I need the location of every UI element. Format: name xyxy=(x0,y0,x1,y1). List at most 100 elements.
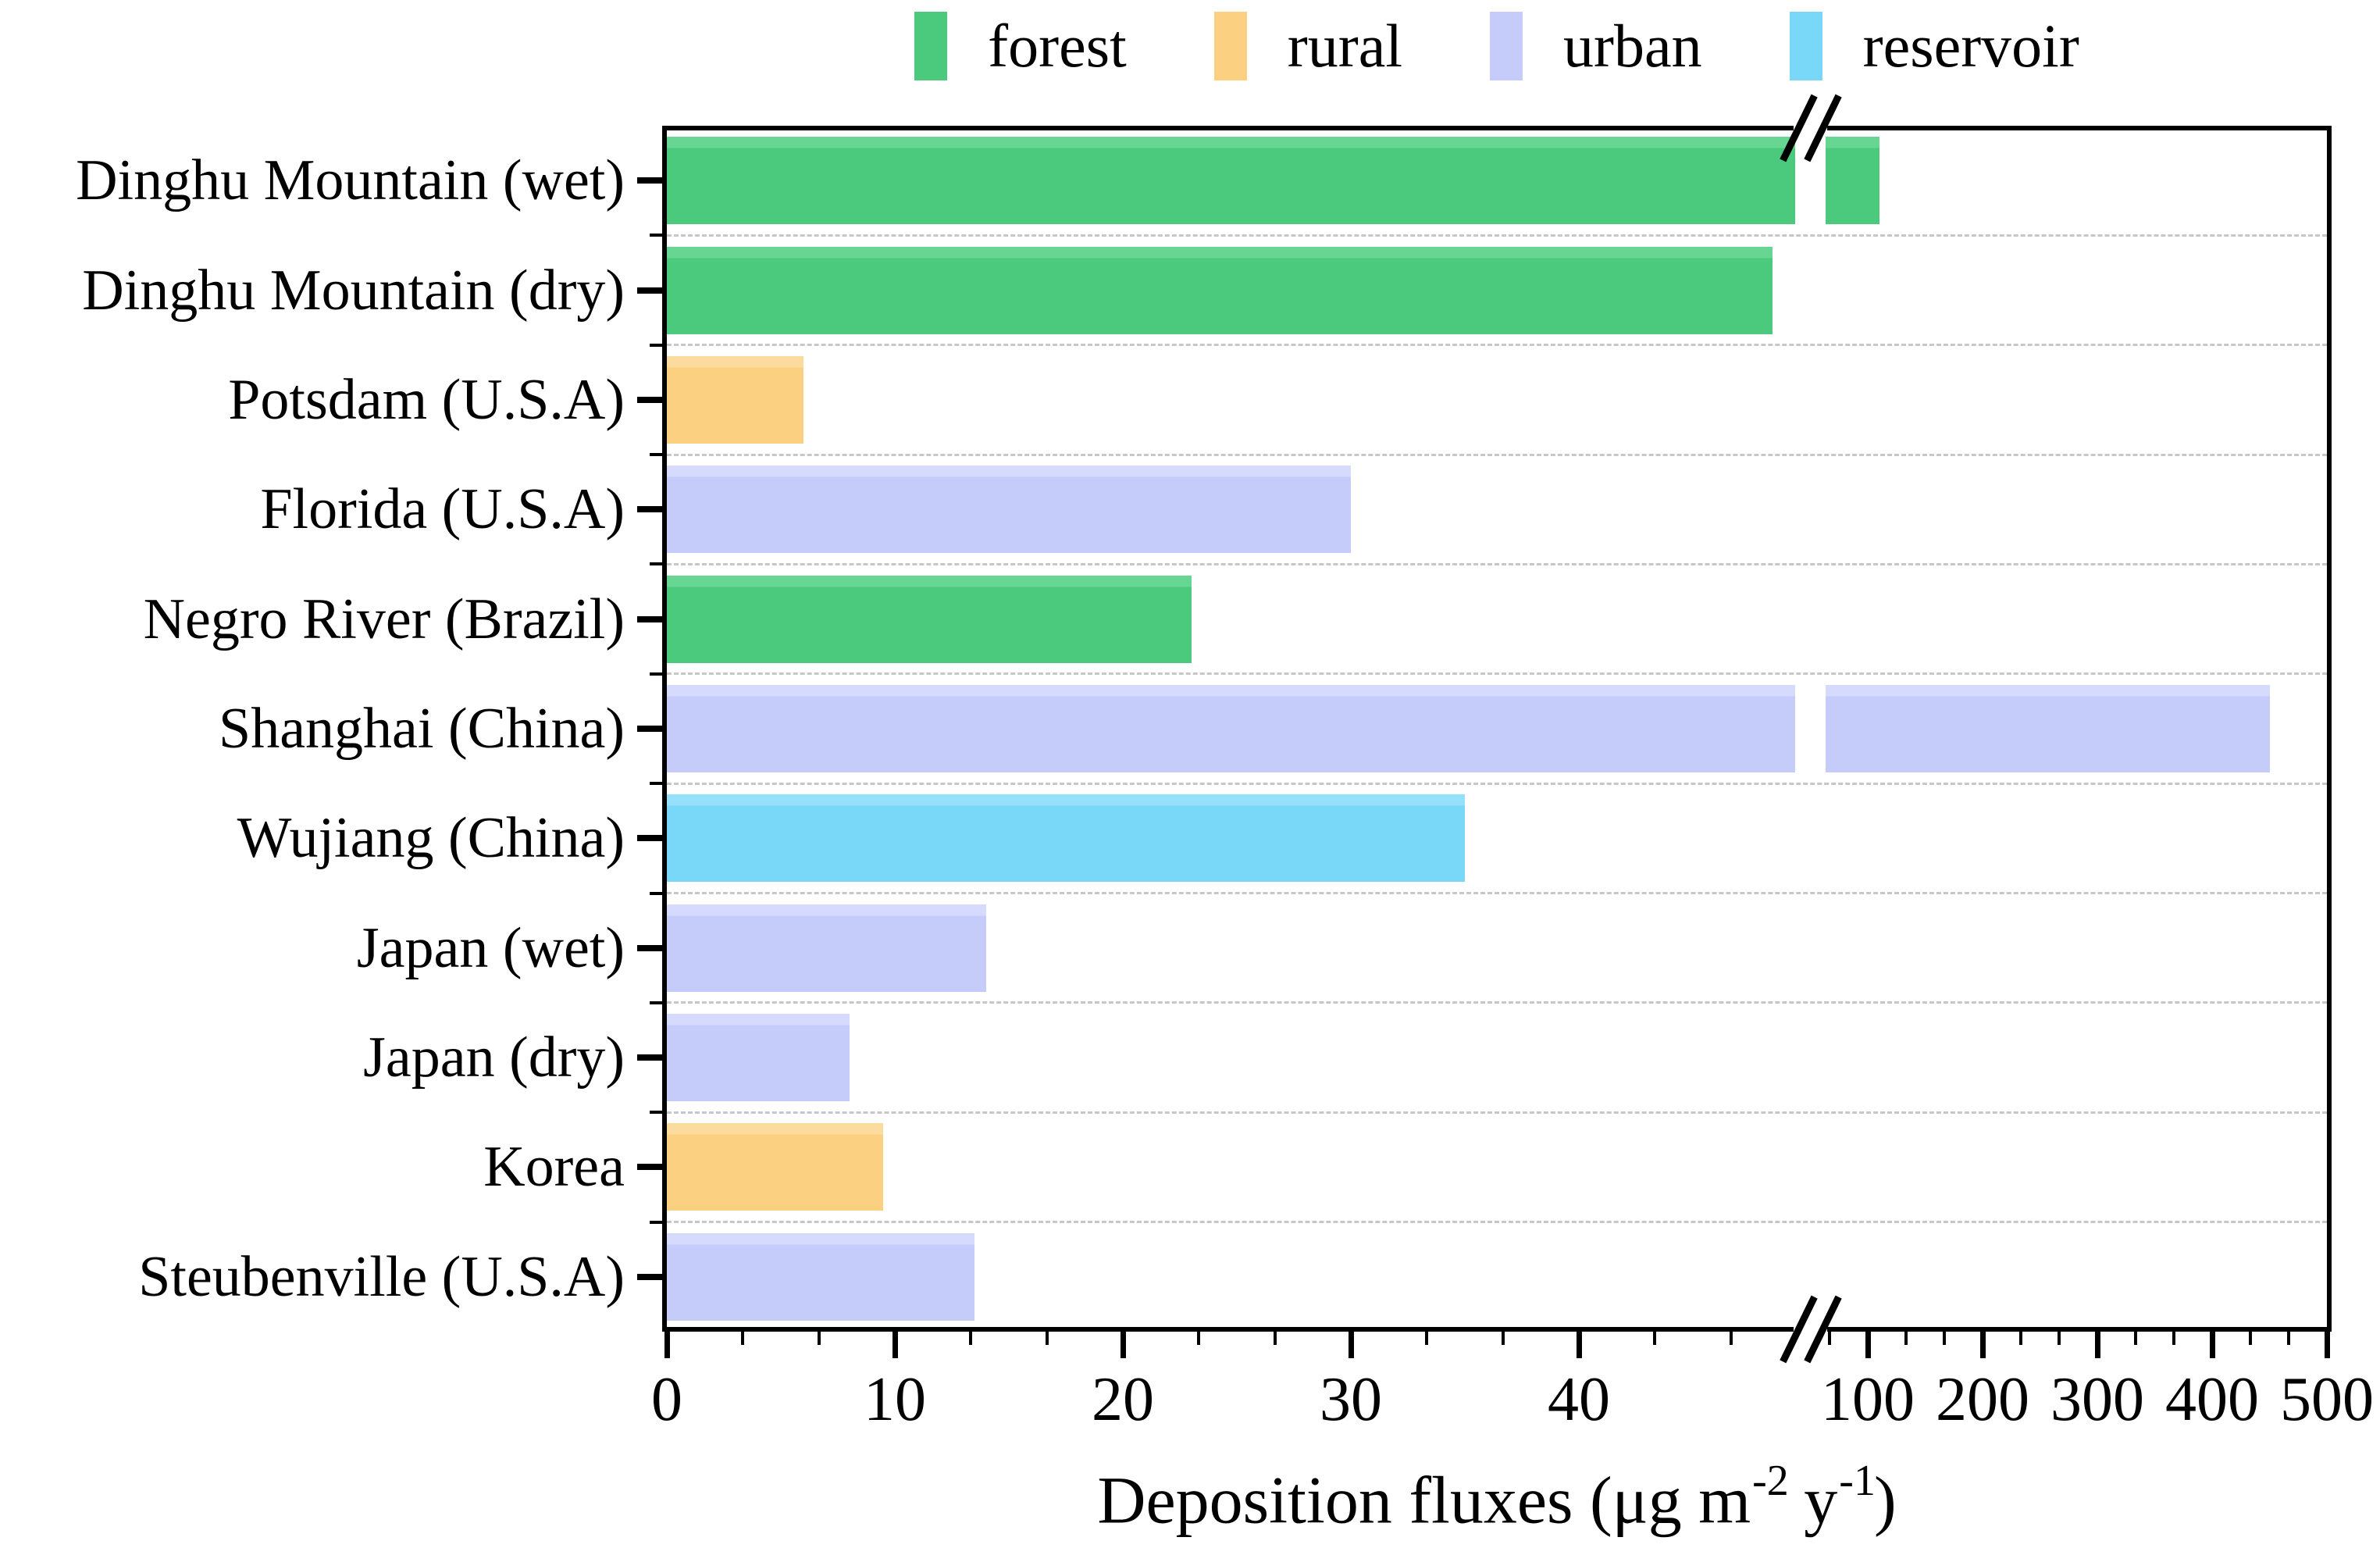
category-label-potsdam-u-s-a: Potsdam (U.S.A) xyxy=(228,367,625,432)
x-tick-major xyxy=(2094,1332,2100,1358)
bar-shanghai-china xyxy=(1826,685,2270,772)
gridline xyxy=(667,1221,2327,1224)
y-tick-minor xyxy=(650,453,662,457)
x-tick-major xyxy=(892,1332,898,1358)
gridline xyxy=(667,344,2327,347)
bar-japan-wet xyxy=(667,904,986,992)
gridline xyxy=(667,234,2327,237)
legend-item-rural: rural xyxy=(1213,12,1403,80)
plot-spine-right xyxy=(2327,126,2332,1332)
x-axis-title-sup-2: -2 xyxy=(1752,1457,1789,1505)
legend-label-rural: rural xyxy=(1287,12,1403,80)
gridline xyxy=(667,562,2327,565)
x-tick-major xyxy=(2209,1332,2215,1358)
category-label-korea: Korea xyxy=(483,1135,625,1200)
category-label-wujiang-china: Wujiang (China) xyxy=(237,806,625,871)
legend-label-forest: forest xyxy=(988,12,1127,80)
x-tick-major xyxy=(664,1332,670,1358)
gridline xyxy=(667,1111,2327,1114)
category-label-dinghu-mountain-dry: Dinghu Mountain (dry) xyxy=(82,258,625,323)
y-tick-minor xyxy=(650,1111,662,1115)
x-tick-minor xyxy=(1501,1332,1505,1345)
y-tick-minor xyxy=(650,782,662,786)
bar-japan-dry xyxy=(667,1014,850,1102)
x-tick-minor xyxy=(1828,1332,1831,1345)
y-tick-major xyxy=(637,944,662,951)
y-tick-major xyxy=(637,1273,662,1280)
bar-dinghu-mountain-wet xyxy=(667,137,1795,225)
plot-spine-left xyxy=(662,126,667,1332)
x-axis-title-mid: y xyxy=(1787,1462,1838,1538)
legend-swatch-urban-icon xyxy=(1490,12,1523,80)
y-tick-major xyxy=(637,506,662,513)
gridline xyxy=(667,672,2327,676)
y-tick-major xyxy=(637,835,662,842)
x-axis-title: Deposition fluxes (μg m-2 y-1) xyxy=(662,1446,2332,1539)
y-tick-major xyxy=(637,1164,662,1171)
legend-label-urban: urban xyxy=(1563,12,1702,80)
legend-label-reservoir: reservoir xyxy=(1862,12,2079,80)
x-tick-minor xyxy=(2249,1332,2252,1345)
legend: forest rural urban reservoir xyxy=(662,3,2332,89)
x-tick-minor xyxy=(2019,1332,2022,1345)
x-tick-minor xyxy=(741,1332,745,1345)
legend-item-urban: urban xyxy=(1490,12,1702,80)
y-tick-minor xyxy=(650,343,662,347)
plot-spine-top xyxy=(662,126,2332,130)
y-tick-major xyxy=(637,1054,662,1061)
y-tick-major xyxy=(637,615,662,622)
x-tick-minor xyxy=(2172,1332,2175,1345)
category-label-shanghai-china: Shanghai (China) xyxy=(219,697,625,761)
y-tick-major xyxy=(637,726,662,732)
x-tick-label: 0 xyxy=(651,1365,682,1434)
legend-item-forest: forest xyxy=(914,12,1127,80)
bar-negro-river-brazil xyxy=(667,575,1192,663)
y-tick-minor xyxy=(650,1220,662,1224)
gridline xyxy=(667,453,2327,456)
y-tick-major xyxy=(637,177,662,184)
bar-steubenville-u-s-a xyxy=(667,1232,975,1321)
x-tick-minor xyxy=(2287,1332,2290,1345)
legend-swatch-reservoir-icon xyxy=(1789,12,1822,80)
x-tick-label: 30 xyxy=(1320,1365,1382,1434)
plot-area xyxy=(662,126,2332,1332)
x-tick-minor xyxy=(817,1332,821,1345)
x-tick-major xyxy=(1120,1332,1126,1358)
legend-item-reservoir: reservoir xyxy=(1789,12,2079,80)
legend-swatch-rural-icon xyxy=(1213,12,1247,80)
y-tick-minor xyxy=(650,562,662,566)
y-tick-minor xyxy=(650,672,662,676)
x-tick-minor xyxy=(969,1332,973,1345)
x-tick-major xyxy=(2324,1332,2330,1358)
x-tick-major xyxy=(1979,1332,1986,1358)
x-tick-major xyxy=(1348,1332,1354,1358)
category-label-negro-river-brazil: Negro River (Brazil) xyxy=(143,587,625,651)
y-tick-minor xyxy=(650,891,662,895)
bar-shanghai-china xyxy=(667,685,1795,772)
x-tick-minor xyxy=(2134,1332,2137,1345)
x-tick-major xyxy=(1576,1332,1582,1358)
y-tick-major xyxy=(637,396,662,403)
category-label-japan-dry: Japan (dry) xyxy=(363,1025,625,1090)
x-axis-title-close: ) xyxy=(1873,1462,1897,1538)
gridline xyxy=(667,892,2327,895)
x-tick-minor xyxy=(1273,1332,1277,1345)
category-label-japan-wet: Japan (wet) xyxy=(356,915,625,980)
category-label-dinghu-mountain-wet: Dinghu Mountain (wet) xyxy=(76,148,625,213)
y-axis-category-labels: Dinghu Mountain (wet) Dinghu Mountain (dr… xyxy=(0,0,625,1548)
x-tick-label: 100 xyxy=(1821,1365,1915,1434)
x-tick-minor xyxy=(2058,1332,2061,1345)
x-tick-minor xyxy=(1425,1332,1429,1345)
x-axis-title-sup-1: -1 xyxy=(1839,1457,1876,1505)
x-tick-minor xyxy=(1904,1332,1908,1345)
plot-spine-bottom xyxy=(662,1327,2332,1332)
x-tick-label: 40 xyxy=(1548,1365,1610,1434)
x-tick-label: 20 xyxy=(1092,1365,1154,1434)
bar-potsdam-u-s-a xyxy=(667,355,804,444)
bar-florida-u-s-a xyxy=(667,465,1351,554)
legend-swatch-forest-icon xyxy=(914,12,948,80)
category-label-florida-u-s-a: Florida (U.S.A) xyxy=(260,477,625,542)
x-tick-minor xyxy=(1943,1332,1946,1345)
x-tick-label: 10 xyxy=(864,1365,926,1434)
y-tick-major xyxy=(637,287,662,294)
